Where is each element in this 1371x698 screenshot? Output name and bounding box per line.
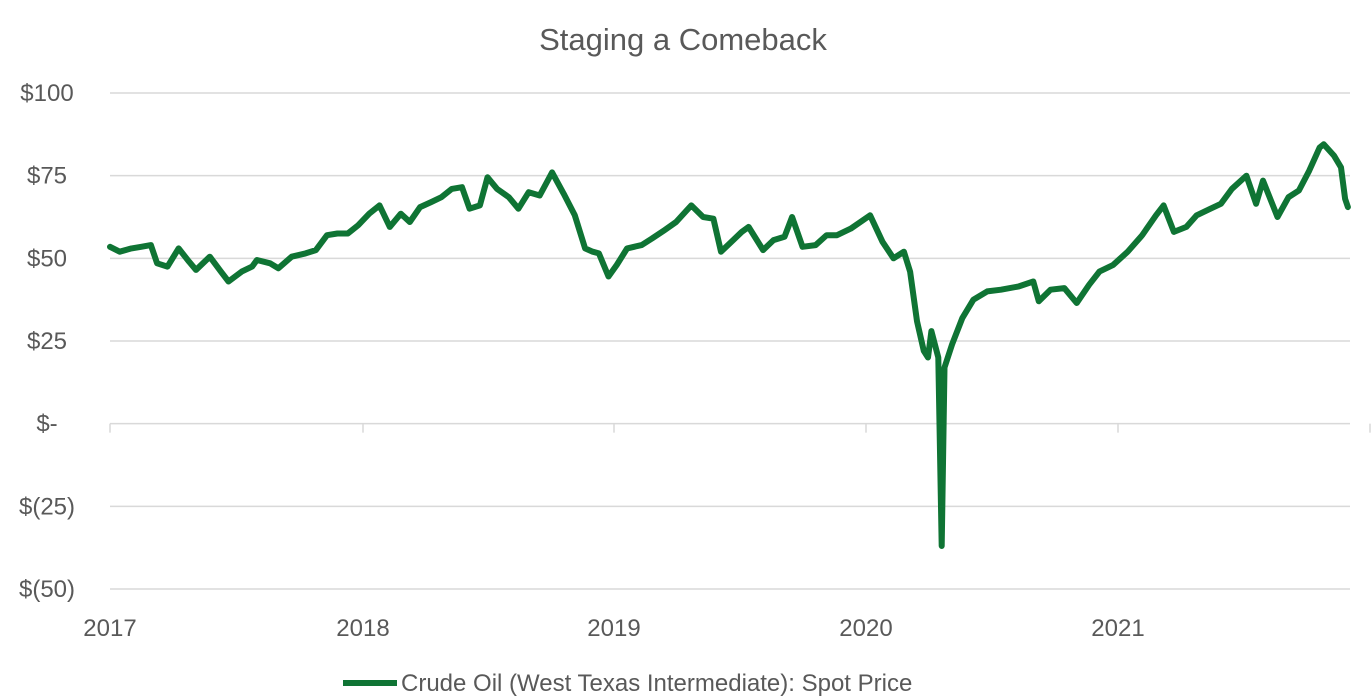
y-tick-label: $(25) — [19, 493, 75, 520]
x-tick-label: 2020 — [839, 615, 892, 642]
y-axis-tick-labels: $100 $75 $50 $25 $- $(25) $(50) — [19, 80, 75, 603]
y-tick-label: $- — [36, 411, 57, 438]
y-gridlines — [109, 92, 1371, 590]
y-tick-label: $100 — [20, 80, 73, 107]
series-line-crude-oil — [107, 141, 1351, 549]
legend-label: Crude Oil (West Texas Intermediate): Spo… — [401, 670, 912, 697]
x-tick-label: 2021 — [1091, 615, 1144, 642]
legend: Crude Oil (West Texas Intermediate): Spo… — [343, 670, 912, 697]
y-tick-label: $75 — [27, 163, 67, 190]
x-tick-label: 2018 — [336, 615, 389, 642]
x-axis-tick-labels: 2017 2018 2019 2020 2021 — [83, 615, 1144, 642]
x-tick-label: 2019 — [587, 615, 640, 642]
chart-title: Staging a Comeback — [539, 22, 827, 57]
y-tick-label: $(50) — [19, 576, 75, 603]
data-series — [107, 141, 1351, 549]
x-tick-label: 2017 — [83, 615, 136, 642]
y-tick-label: $25 — [27, 328, 67, 355]
y-tick-label: $50 — [27, 245, 67, 272]
